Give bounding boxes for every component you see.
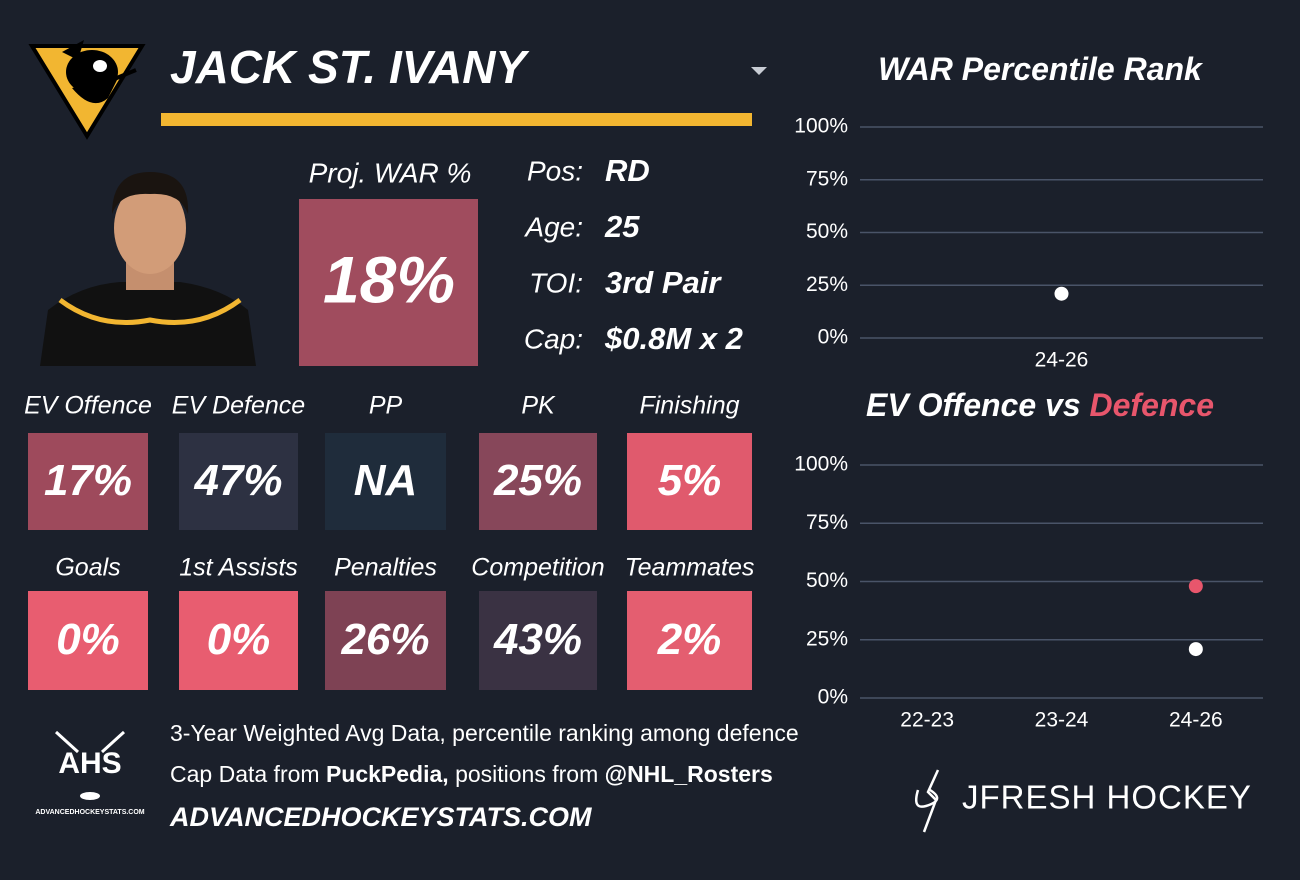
ahs-logo-text: AHS bbox=[58, 747, 121, 780]
chart: EV Offence vs Defence 0% 25% 50% 75% 100% 22-2… bbox=[794, 387, 1263, 732]
tile-value: 2% bbox=[657, 615, 722, 664]
footer-text: Cap Data from bbox=[170, 761, 326, 787]
x-tick-label: 23-24 bbox=[1035, 709, 1089, 732]
headline-label: Proj. WAR % bbox=[309, 157, 472, 188]
tile bbox=[325, 433, 446, 530]
tile bbox=[479, 591, 597, 690]
tile-value: 0% bbox=[56, 615, 120, 664]
x-tick-label: 24-26 bbox=[1169, 709, 1223, 732]
chart: WAR Percentile Rank 0% 25% 50% 75% 100% 24-26 bbox=[794, 51, 1263, 372]
y-tick-label: 25% bbox=[806, 273, 848, 296]
info-label: TOI: bbox=[529, 267, 583, 298]
tile-label: Teammates bbox=[625, 554, 755, 582]
headline-value: 18% bbox=[323, 242, 455, 316]
info-label: Age: bbox=[523, 211, 583, 242]
tile-value: 5% bbox=[658, 456, 722, 505]
brand-logo bbox=[915, 769, 940, 833]
y-tick-label: 75% bbox=[806, 167, 848, 190]
point bbox=[1054, 286, 1069, 301]
footer-text: positions from bbox=[449, 761, 605, 787]
y-tick-label: 25% bbox=[806, 627, 848, 650]
ahs-logo: AHS ADVANCEDHOCKEYSTATS.COM bbox=[35, 730, 145, 816]
player-photo bbox=[40, 172, 256, 366]
tile-value: 17% bbox=[44, 456, 132, 505]
tile-label: PP bbox=[369, 392, 403, 420]
tile-value: 0% bbox=[207, 615, 271, 664]
footer-site: ADVANCEDHOCKEYSTATS.COM bbox=[169, 802, 592, 832]
headline-box bbox=[299, 199, 478, 366]
info-label: Cap: bbox=[524, 323, 583, 354]
tile bbox=[179, 433, 298, 530]
info-label: Pos: bbox=[527, 155, 583, 186]
brand-text: JFRESH HOCKEY bbox=[962, 779, 1252, 816]
tile-value: NA bbox=[354, 456, 418, 505]
chart-title: EV Offence vs Defence bbox=[866, 387, 1214, 423]
y-tick-label: 50% bbox=[806, 569, 848, 592]
player-name: JACK ST. IVANY bbox=[170, 41, 530, 93]
tile bbox=[627, 591, 752, 690]
y-tick-label: 75% bbox=[806, 511, 848, 534]
y-tick-label: 100% bbox=[794, 453, 848, 476]
info-value: 25 bbox=[604, 209, 640, 244]
point bbox=[1188, 642, 1203, 657]
info-value: $0.8M x 2 bbox=[604, 321, 743, 356]
y-tick-label: 50% bbox=[806, 220, 848, 243]
tile-label: EV Defence bbox=[172, 392, 305, 420]
tile-value: 25% bbox=[493, 456, 582, 505]
tile bbox=[325, 591, 446, 690]
footer-source: @NHL_Rosters bbox=[605, 761, 773, 787]
charts: WAR Percentile Rank0%25%50%75%100%24-26E… bbox=[794, 51, 1263, 732]
tile-value: 26% bbox=[340, 615, 429, 664]
chart-title-text: EV Offence vs bbox=[866, 387, 1081, 423]
tile bbox=[179, 591, 298, 690]
ahs-logo-subtext: ADVANCEDHOCKEYSTATS.COM bbox=[35, 809, 144, 816]
chart-title-highlight: Defence bbox=[1090, 387, 1215, 423]
tile-label: 1st Assists bbox=[179, 554, 298, 582]
tile bbox=[627, 433, 752, 530]
team-logo bbox=[28, 40, 146, 140]
point bbox=[1188, 579, 1203, 594]
tile-label: EV Offence bbox=[24, 392, 152, 420]
info-list: Pos: RD Age: 25 TOI: 3rd Pair Cap: $0.8M x 2 bbox=[523, 153, 742, 356]
info-value: 3rd Pair bbox=[605, 265, 722, 300]
name-underline bbox=[161, 113, 752, 126]
footer-source: PuckPedia, bbox=[326, 761, 449, 787]
tile-label: PK bbox=[521, 392, 556, 420]
tile bbox=[479, 433, 597, 530]
tile bbox=[28, 433, 148, 530]
tile-value: 43% bbox=[493, 615, 582, 664]
tile-label: Penalties bbox=[334, 554, 437, 582]
chart-title: WAR Percentile Rank bbox=[878, 51, 1204, 87]
tile bbox=[28, 591, 148, 690]
footer-line2: Cap Data from PuckPedia, positions from … bbox=[170, 761, 773, 787]
x-tick-label: 22-23 bbox=[900, 709, 954, 732]
info-value: RD bbox=[605, 153, 650, 188]
tile-label: Goals bbox=[55, 554, 120, 582]
tile-value: 47% bbox=[193, 456, 282, 505]
y-tick-label: 0% bbox=[818, 326, 848, 349]
tile-label: Finishing bbox=[639, 392, 739, 420]
x-tick-label: 24-26 bbox=[1035, 349, 1089, 372]
tile-label: Competition bbox=[471, 554, 604, 582]
y-tick-label: 100% bbox=[794, 115, 848, 138]
stat-tiles: EV Offence 17% EV Defence 47% PP NA PK 25% Finis… bbox=[24, 392, 754, 690]
y-tick-label: 0% bbox=[818, 686, 848, 709]
chart-title-text: WAR Percentile Rank bbox=[878, 51, 1204, 87]
footer-line1: 3-Year Weighted Avg Data, percentile ran… bbox=[170, 720, 799, 746]
dropdown-caret[interactable] bbox=[751, 67, 767, 75]
